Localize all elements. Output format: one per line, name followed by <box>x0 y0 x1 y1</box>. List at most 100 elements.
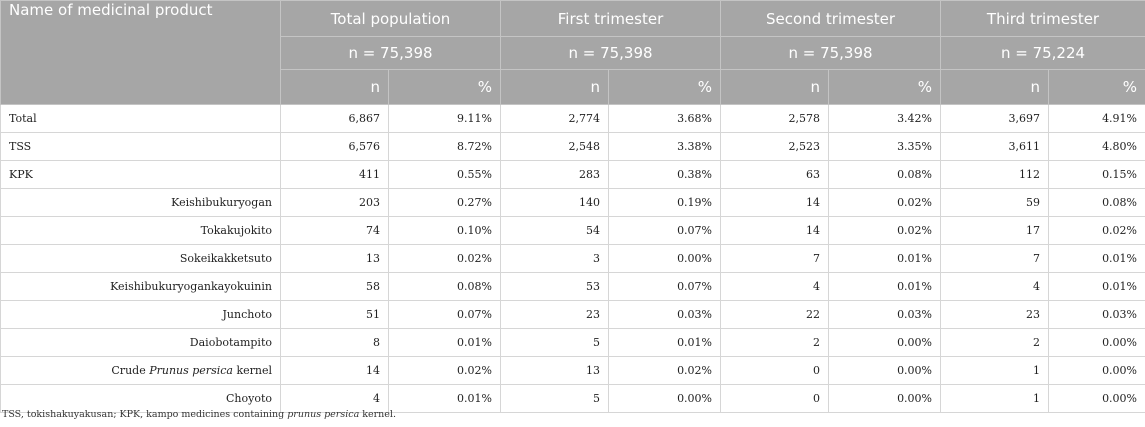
subheader-percent: % <box>607 69 722 105</box>
cell-percent: 0.00% <box>1048 384 1145 413</box>
cell-percent: 0.38% <box>607 160 722 189</box>
cell-percent: 0.01% <box>1048 244 1145 273</box>
group-header-second-trimester: Second trimester <box>720 0 942 37</box>
row-name-daiobotampito: Daiobotampito <box>0 328 281 357</box>
cell-percent: 0.01% <box>607 328 722 357</box>
cell-n: 8 <box>280 328 389 357</box>
cell-percent: 0.03% <box>607 300 722 329</box>
sample-size-total-population: n = 75,398 <box>280 36 501 70</box>
footnote-text: TSS, tokishakuyakusan; KPK, kampo medici… <box>2 409 288 420</box>
cell-n: 4 <box>280 384 389 413</box>
cell-n: 59 <box>940 188 1050 217</box>
cell-percent: 0.01% <box>388 328 501 357</box>
cell-percent: 0.01% <box>388 384 501 413</box>
subheader-percent: % <box>828 69 942 105</box>
table-header: Name of medicinal product Total populati… <box>0 0 1145 105</box>
sample-size-second-trimester: n = 75,398 <box>720 36 942 70</box>
table-row: Sokeikakketsuto 13 0.02% 3 0.00% 7 0.01%… <box>0 244 1145 273</box>
table-row: Choyoto 4 0.01% 5 0.00% 0 0.00% 1 0.00% <box>0 384 1145 413</box>
cell-n: 4 <box>940 272 1050 301</box>
cell-percent: 0.08% <box>388 272 501 301</box>
cell-n: 13 <box>280 244 389 273</box>
cell-n: 2,523 <box>720 132 830 161</box>
cell-n: 2,774 <box>500 104 609 133</box>
cell-n: 140 <box>500 188 609 217</box>
subheader-n: n <box>500 69 609 105</box>
row-name-crude-prunus-persica-kernel: Crude Prunus persica kernel <box>0 356 281 385</box>
table-row: Total 6,867 9.11% 2,774 3.68% 2,578 3.42… <box>0 104 1145 133</box>
cell-percent: 0.19% <box>607 188 722 217</box>
table-row: Junchoto 51 0.07% 23 0.03% 22 0.03% 23 0… <box>0 300 1145 329</box>
name-suffix: kernel <box>232 364 272 377</box>
group-header-total-population: Total population <box>280 0 501 37</box>
cell-percent: 3.68% <box>607 104 722 133</box>
cell-n: 58 <box>280 272 389 301</box>
cell-n: 1 <box>940 356 1050 385</box>
name-column-header: Name of medicinal product <box>0 0 281 105</box>
cell-percent: 0.08% <box>1048 188 1145 217</box>
cell-percent: 0.55% <box>388 160 501 189</box>
cell-percent: 0.00% <box>828 384 942 413</box>
cell-n: 17 <box>940 216 1050 245</box>
table-row: KPK 411 0.55% 283 0.38% 63 0.08% 112 0.1… <box>0 160 1145 189</box>
cell-n: 13 <box>500 356 609 385</box>
cell-n: 6,867 <box>280 104 389 133</box>
cell-percent: 0.02% <box>388 356 501 385</box>
cell-percent: 0.00% <box>1048 328 1145 357</box>
cell-n: 4 <box>720 272 830 301</box>
cell-percent: 0.00% <box>607 384 722 413</box>
subheader-percent: % <box>388 69 501 105</box>
cell-percent: 0.02% <box>388 244 501 273</box>
cell-n: 74 <box>280 216 389 245</box>
cell-percent: 0.02% <box>828 188 942 217</box>
cell-percent: 0.02% <box>607 356 722 385</box>
cell-percent: 4.91% <box>1048 104 1145 133</box>
cell-n: 3,697 <box>940 104 1050 133</box>
row-name-keishibukuryogan: Keishibukuryogan <box>0 188 281 217</box>
cell-n: 5 <box>500 328 609 357</box>
cell-n: 2 <box>720 328 830 357</box>
cell-n: 5 <box>500 384 609 413</box>
cell-n: 14 <box>720 188 830 217</box>
cell-percent: 0.07% <box>607 216 722 245</box>
cell-percent: 3.42% <box>828 104 942 133</box>
cell-percent: 0.03% <box>1048 300 1145 329</box>
sample-size-third-trimester: n = 75,224 <box>940 36 1145 70</box>
cell-n: 23 <box>500 300 609 329</box>
species-name: Prunus persica <box>149 364 233 377</box>
row-name-tss: TSS <box>0 132 281 161</box>
cell-n: 14 <box>720 216 830 245</box>
cell-n: 203 <box>280 188 389 217</box>
row-name-total: Total <box>0 104 281 133</box>
cell-percent: 3.35% <box>828 132 942 161</box>
cell-percent: 4.80% <box>1048 132 1145 161</box>
header-row-sample-size: n = 75,398 n = 75,398 n = 75,398 n = 75,… <box>1 36 1145 70</box>
cell-n: 7 <box>940 244 1050 273</box>
cell-percent: 0.00% <box>828 356 942 385</box>
cell-percent: 0.01% <box>828 272 942 301</box>
footnote-end: kernel. <box>359 409 396 420</box>
cell-percent: 0.07% <box>388 300 501 329</box>
cell-n: 2,578 <box>720 104 830 133</box>
group-header-third-trimester: Third trimester <box>940 0 1145 37</box>
cell-percent: 0.01% <box>828 244 942 273</box>
sample-size-first-trimester: n = 75,398 <box>499 36 722 70</box>
cell-n: 2,548 <box>500 132 609 161</box>
cell-percent: 0.01% <box>1048 272 1145 301</box>
cell-n: 6,576 <box>280 132 389 161</box>
cell-percent: 0.03% <box>828 300 942 329</box>
cell-percent: 8.72% <box>388 132 501 161</box>
cell-n: 3,611 <box>940 132 1050 161</box>
header-row-titles: Name of medicinal product Total populati… <box>0 0 1145 105</box>
table-body: Total 6,867 9.11% 2,774 3.68% 2,578 3.42… <box>0 104 1145 413</box>
name-prefix: Crude <box>111 364 150 377</box>
table-row: Keishibukuryogankayokuinin 58 0.08% 53 0… <box>0 272 1145 301</box>
cell-n: 22 <box>720 300 830 329</box>
cell-n: 1 <box>940 384 1050 413</box>
table-row: Tokakujokito 74 0.10% 54 0.07% 14 0.02% … <box>0 216 1145 245</box>
cell-percent: 3.38% <box>607 132 722 161</box>
cell-n: 14 <box>280 356 389 385</box>
row-name-keishibukuryogankayokuinin: Keishibukuryogankayokuinin <box>0 272 281 301</box>
cell-n: 411 <box>280 160 389 189</box>
cell-percent: 0.07% <box>607 272 722 301</box>
